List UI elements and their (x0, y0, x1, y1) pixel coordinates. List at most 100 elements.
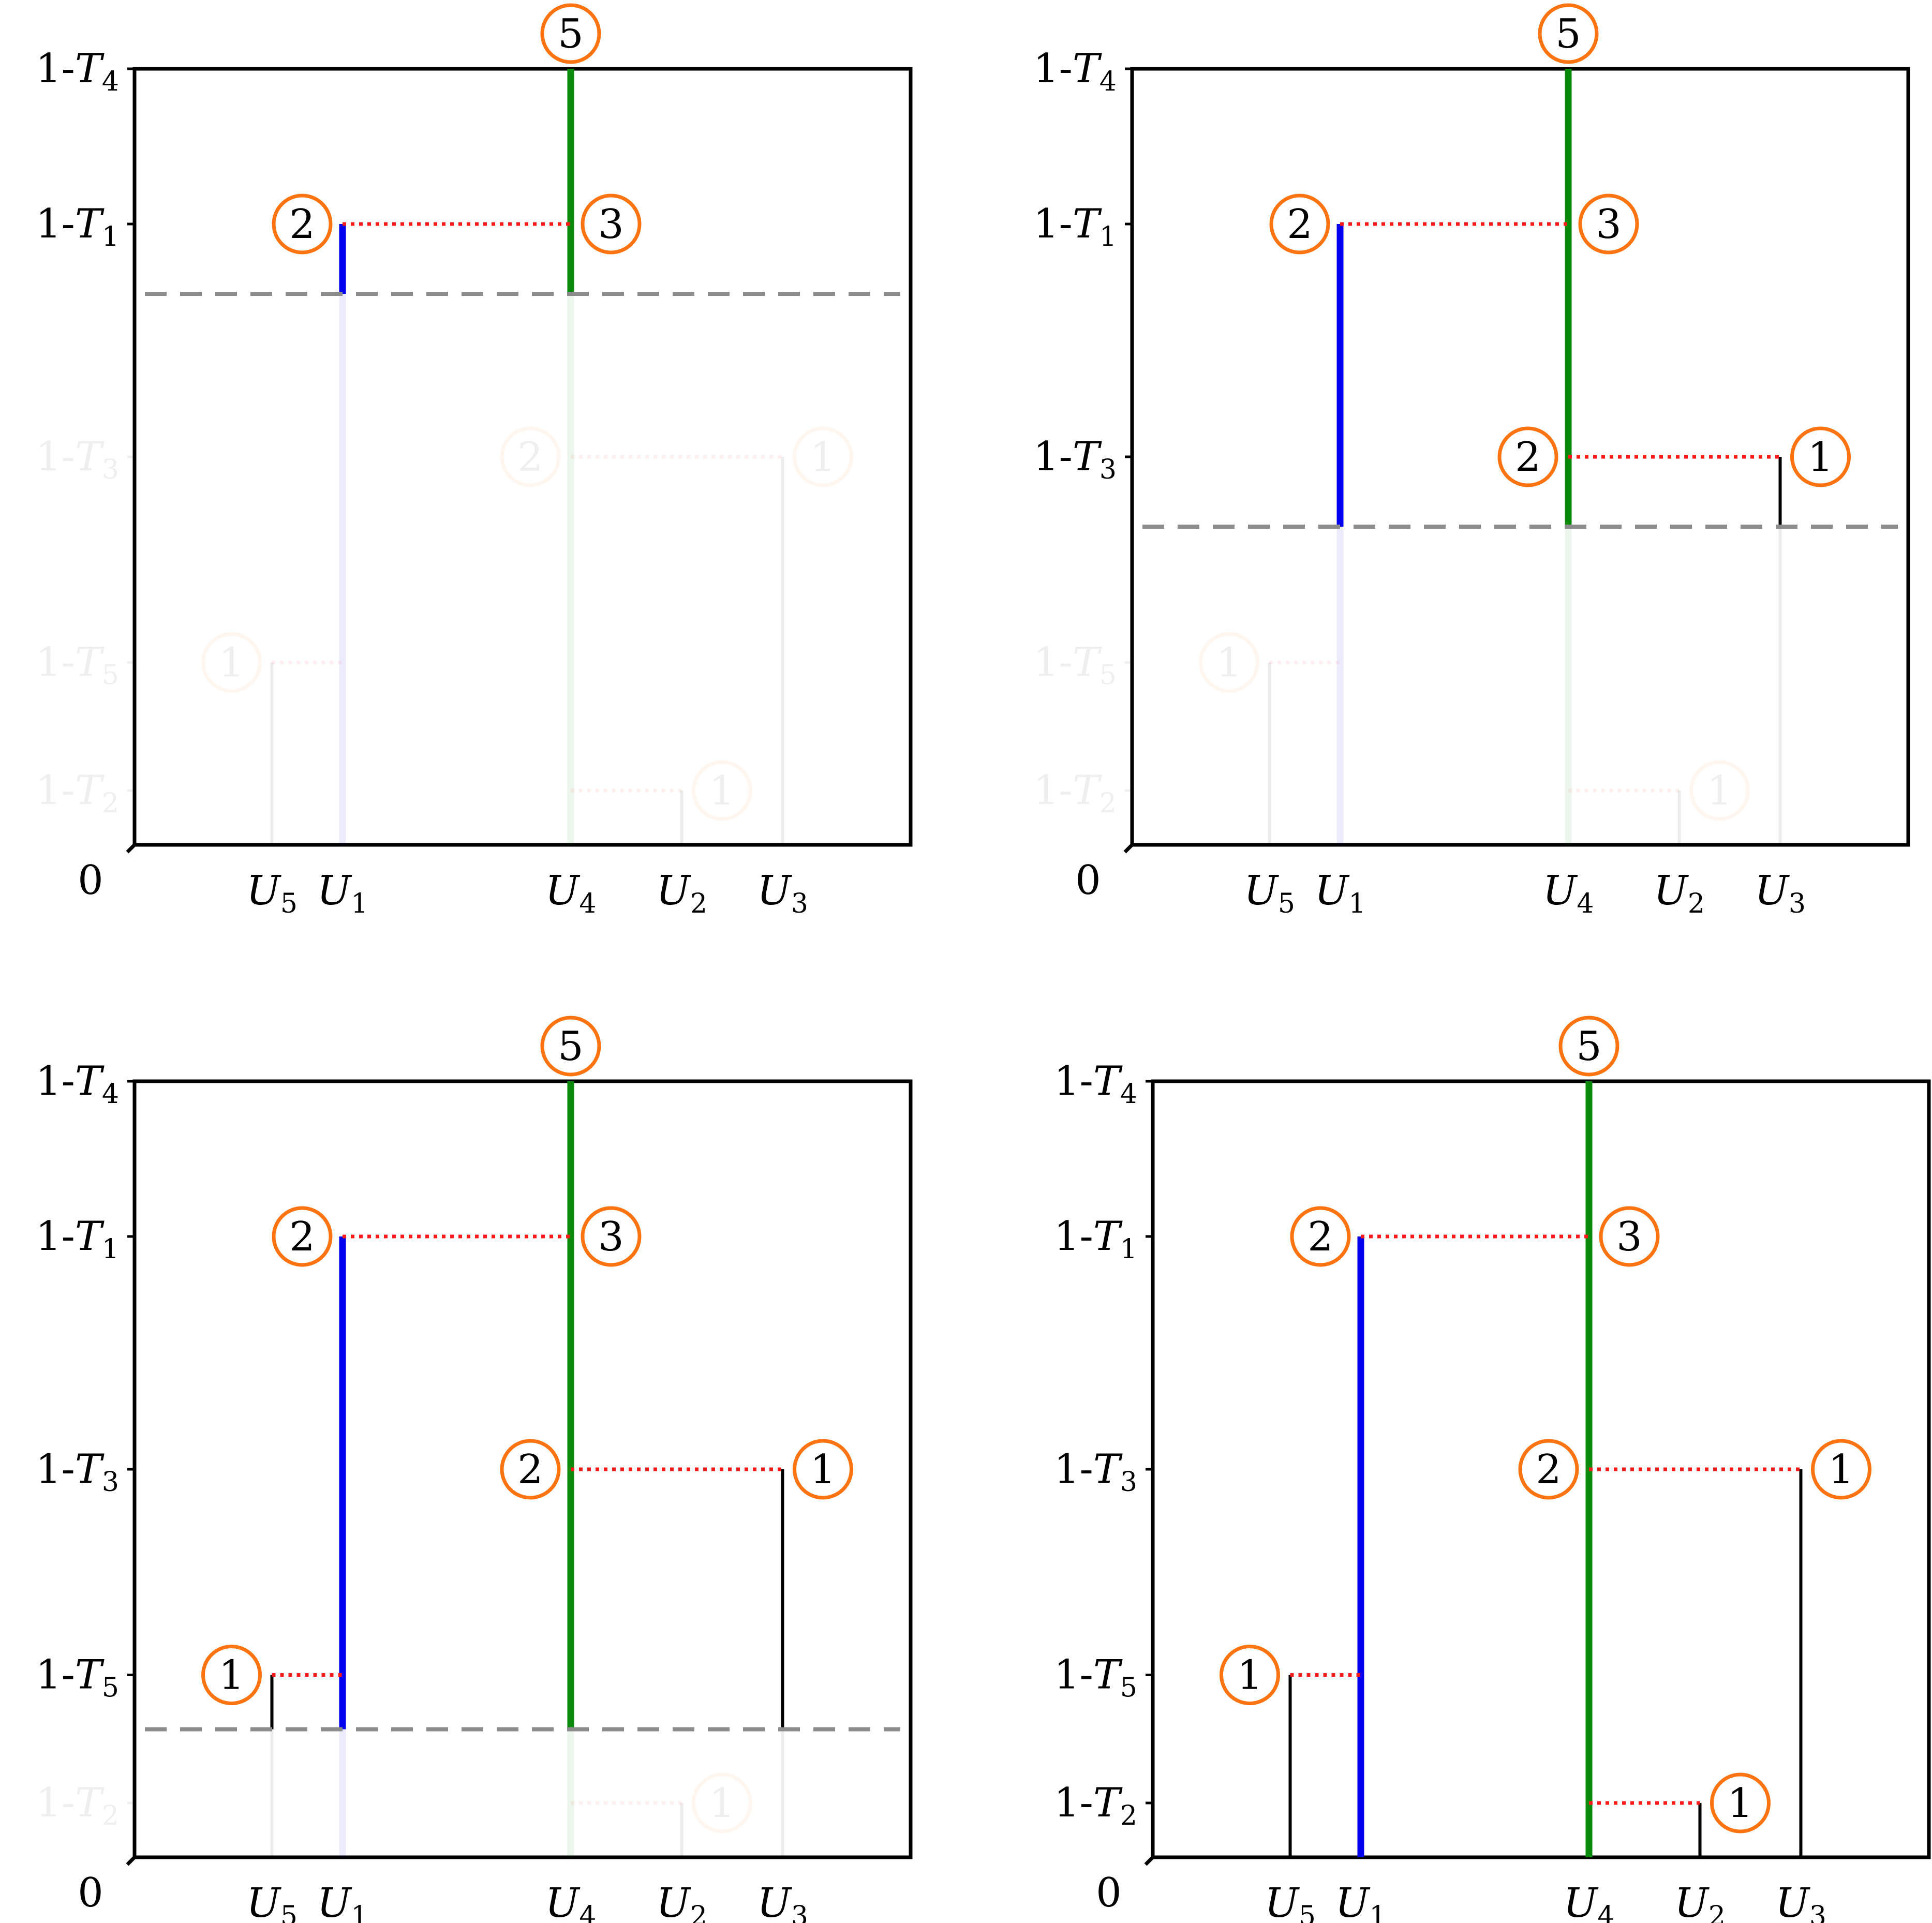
x-tick-label-U5-sub: 5 (1278, 888, 1295, 919)
x-tick-label-U5-var: U (246, 1880, 281, 1923)
x-tick-label-U3-var: U (757, 1880, 792, 1923)
badge-count: 1 (810, 434, 836, 481)
badge-count: 5 (558, 1023, 584, 1070)
x-tick-label-U4-var: U (1543, 868, 1578, 914)
badge-count: 2 (289, 201, 315, 248)
y-tick-label-T5-sub: 5 (1099, 660, 1117, 691)
y-tick-label-T1: 1-T1 (1054, 1213, 1137, 1265)
y-tick-label-T3: 1-T3 (1054, 1446, 1137, 1498)
x-tick-label-U4: U4 (545, 868, 597, 919)
badge-ring (692, 760, 752, 821)
y-tick-label-T2-sub: 2 (1099, 788, 1117, 819)
cluster-size-badge: 1 (793, 426, 853, 487)
cluster-size-badge: 2 (1497, 426, 1558, 487)
badge-ring (1790, 426, 1851, 487)
badge-count: 2 (1536, 1447, 1562, 1493)
badge-ring (1599, 1206, 1660, 1267)
x-tick-label-U5-var: U (246, 868, 281, 914)
x-tick-label-U2-var: U (1674, 1880, 1710, 1923)
x-tick-label-U5: U5 (1244, 868, 1295, 919)
y-tick-label-T2-prefix: 1- (1033, 767, 1073, 814)
y-tick-label-T2-var: T (75, 1780, 105, 1826)
x-tick-label-U3-sub: 3 (1789, 888, 1806, 919)
origin-label: 0 (1096, 1870, 1122, 1916)
y-tick-label-T3-var: T (75, 434, 105, 480)
y-tick-label-T3-var: T (1073, 434, 1102, 480)
y-tick-label-T1-prefix: 1- (1033, 201, 1073, 247)
badge-count: 1 (1707, 768, 1733, 814)
x-tick-label-U2-var: U (656, 868, 691, 914)
x-tick-label-U3-var: U (757, 868, 792, 914)
x-tick-label-U5-var: U (1244, 868, 1279, 914)
y-tick-label-T4-prefix: 1- (1033, 46, 1073, 92)
y-tick-label-T5-prefix: 1- (1033, 639, 1073, 686)
x-tick-label-U1-sub: 1 (1369, 1901, 1386, 1923)
y-tick-label-T2: 1-T2 (1033, 767, 1117, 819)
y-tick-label-T1-sub: 1 (102, 221, 119, 252)
cluster-size-badge: 5 (1538, 3, 1599, 64)
y-tick-label-T2-var: T (75, 767, 105, 814)
y-tick-label-T4-var: T (75, 1058, 105, 1105)
x-tick-label-U3: U3 (757, 1880, 808, 1923)
badge-ring (692, 1772, 752, 1833)
panel-frame (132, 67, 913, 847)
badge-count: 1 (1728, 1780, 1753, 1827)
y-tick-label-T5-prefix: 1- (36, 1652, 75, 1698)
y-tick-label-T1-var: T (1073, 201, 1102, 247)
cluster-size-badge: 1 (793, 1439, 853, 1500)
x-tick-label-U4: U4 (1564, 1880, 1615, 1923)
y-tick-label-T3-var: T (1093, 1446, 1123, 1493)
y-tick-label-T5: 1-T5 (1033, 639, 1117, 691)
y-tick-label-T3: 1-T3 (36, 434, 119, 485)
badge-count: 3 (598, 201, 624, 248)
badge-ring (1578, 193, 1639, 255)
x-tick-label-U2-sub: 2 (690, 1901, 707, 1923)
y-tick-label-T4: 1-T4 (1054, 1058, 1137, 1110)
badge-ring (272, 193, 333, 255)
badge-ring (581, 193, 642, 255)
badge-ring (500, 426, 561, 487)
origin-tick (1123, 843, 1134, 854)
y-tick-label-T1: 1-T1 (1033, 201, 1117, 252)
x-tick-label-U5: U5 (1265, 1880, 1316, 1923)
y-tick-label-T1-prefix: 1- (36, 1213, 75, 1260)
x-tick-label-U2: U2 (656, 1880, 707, 1923)
y-tick-label-T1-sub: 1 (102, 1234, 119, 1265)
badge-ring (201, 1645, 262, 1705)
y-tick-label-T5-prefix: 1- (1054, 1652, 1093, 1698)
badge-count: 2 (1515, 434, 1541, 481)
y-tick-label-T2-var: T (1093, 1780, 1123, 1826)
x-tick-label-U4: U4 (1543, 868, 1594, 919)
cluster-size-badge: 2 (272, 193, 333, 255)
cluster-size-badge: 5 (540, 3, 601, 64)
y-tick-label-T3: 1-T3 (1033, 434, 1117, 485)
y-tick-label-T3-prefix: 1- (36, 1446, 75, 1493)
x-tick-label-U4-sub: 4 (1577, 888, 1594, 919)
y-tick-label-T5-var: T (1093, 1652, 1123, 1698)
badge-ring (1290, 1206, 1351, 1267)
origin-tick (126, 843, 136, 854)
x-tick-label-U4: U4 (545, 1880, 597, 1923)
cluster-size-badge: 2 (1290, 1206, 1351, 1267)
x-tick-label-U3: U3 (1755, 868, 1806, 919)
y-tick-label-T1-var: T (75, 1213, 105, 1260)
y-tick-label-T4-sub: 4 (102, 66, 119, 97)
x-tick-label-U1: U1 (1315, 868, 1366, 919)
y-tick-label-T5: 1-T5 (1054, 1652, 1137, 1704)
x-tick-label-U3-sub: 3 (791, 1901, 808, 1923)
x-tick-label-U1-var: U (1335, 1880, 1371, 1923)
y-tick-label-T3-sub: 3 (1099, 454, 1117, 485)
cluster-size-badge: 1 (692, 1772, 752, 1833)
x-tick-label-U3: U3 (1775, 1880, 1826, 1923)
cluster-size-badge: 3 (1578, 193, 1639, 255)
y-tick-label-T5-var: T (75, 1652, 105, 1698)
y-tick-label-T4-sub: 4 (1120, 1079, 1137, 1110)
badge-ring (793, 1439, 853, 1500)
x-tick-label-U1-sub: 1 (351, 888, 368, 919)
x-tick-label-U2: U2 (1674, 1880, 1726, 1923)
x-tick-label-U3-var: U (1775, 1880, 1810, 1923)
badge-ring (1220, 1645, 1280, 1705)
x-tick-label-U5: U5 (246, 1880, 298, 1923)
